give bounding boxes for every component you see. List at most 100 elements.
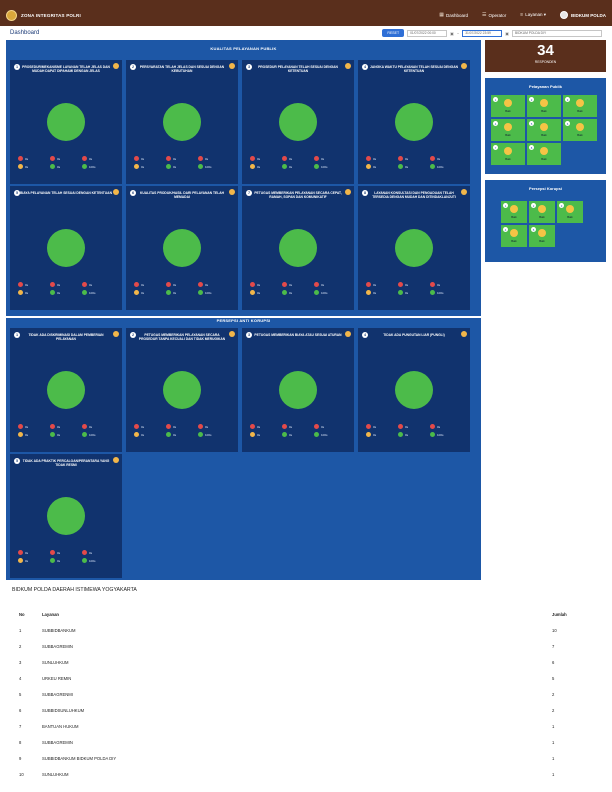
brand[interactable]: ZONA INTEGRITAS POLRI (6, 9, 81, 21)
legend-item: 0s (314, 156, 346, 161)
card-number: 3 (246, 332, 252, 338)
rating-very-good-icon (198, 432, 203, 437)
rating-tile[interactable]: 1 Baik (491, 95, 525, 117)
pie-chart (279, 229, 317, 267)
rating-tile[interactable]: 3 Baik (563, 95, 597, 117)
card-legend: 0s 0s 0s 0s 0s 100s (18, 156, 114, 169)
legend-value: 0s (321, 156, 325, 161)
legend-value: 0s (141, 424, 145, 429)
question-card[interactable]: 1 TIDAK ADA DISKRIMINASI DALAM PEMBERIAN … (10, 328, 122, 452)
question-card[interactable]: 5 BIAYA PELAYANAN TELAH SESUAI DENGAN KET… (10, 186, 122, 310)
nav-operator-link[interactable]: ☰ Operator (482, 12, 506, 18)
question-card[interactable]: 2 PETUGAS MEMBERIKAN PELAYANAN SECARA PRO… (126, 328, 238, 452)
legend-value: 0s (141, 290, 145, 295)
legend-item: 100s (82, 558, 114, 563)
calendar-icon[interactable]: ▣ (505, 30, 509, 36)
date-to-field[interactable]: 31/07/2022 23:59 (462, 29, 503, 37)
rating-very-bad-icon (134, 156, 139, 161)
rating-good-icon (282, 290, 287, 295)
legend-value: 0s (25, 550, 29, 555)
tile-label: Baik (505, 133, 511, 137)
rating-tile[interactable]: 2 Baik (529, 201, 555, 223)
reset-button[interactable]: RESET (382, 29, 405, 37)
question-card[interactable]: 2 PERSYARATAN TELAH JELAS DAN SESUAI DENG… (126, 60, 238, 184)
user-menu[interactable]: BIDKUM POLDA (560, 11, 606, 19)
rating-bad-icon (50, 156, 55, 161)
nav-layanan-dropdown[interactable]: ≡ Layanan ▾ (520, 12, 546, 18)
rating-tile[interactable]: 8 Baik (527, 143, 561, 165)
question-card[interactable]: 4 JANGKA WAKTU PELAYANAN TELAH SESUAI DEN… (358, 60, 470, 184)
question-card[interactable]: 7 PETUGAS MEMBERIKAN PELAYANAN SECARA CEP… (242, 186, 354, 310)
rating-tile[interactable]: 4 Baik (491, 119, 525, 141)
question-card[interactable]: 6 KUALITAS PRODUK/HASIL DARI PELAYANAN TE… (126, 186, 238, 310)
legend-value: 0s (141, 282, 145, 287)
smiley-icon (229, 331, 235, 337)
legend-value: 0s (257, 156, 261, 161)
tile-label: Baik (511, 239, 517, 243)
legend-value: 0s (57, 164, 61, 169)
rating-tile[interactable]: 4 Baik (501, 225, 527, 247)
tile-grid: 1 Baik 2 Baik 3 Baik 4 Baik 5 Baik (501, 201, 583, 247)
user-name: BIDKUM POLDA (571, 12, 606, 18)
card-question: JANGKA WAKTU PELAYANAN TELAH SESUAI DENG… (370, 65, 458, 74)
public-service-summary: Pelayanan Publik 1 Baik 2 Baik 3 Baik 4 Baik 5 Ba… (485, 78, 606, 174)
legend-value: 0s (437, 424, 441, 429)
legend-item: 0s (250, 164, 282, 169)
legend-item: 0s (166, 432, 198, 437)
rating-neutral-icon (366, 164, 371, 169)
legend-value: 0s (321, 282, 325, 287)
legend-value: 0s (405, 164, 409, 169)
question-card[interactable]: 3 PETUGAS MEMBERIKAN BIAYA ATAU SESUAI AT… (242, 328, 354, 452)
nav-dashboard-link[interactable]: ▦ Dashboard (439, 12, 468, 18)
question-card[interactable]: 5 TIDAK ADA PRAKTIK PERCALOAN/PERANTARA Y… (10, 454, 122, 578)
row-total: 7 (552, 643, 555, 649)
legend-value: 0s (257, 432, 261, 437)
rating-very-good-icon (314, 432, 319, 437)
rating-tile[interactable]: 5 Baik (527, 119, 561, 141)
question-card[interactable]: 3 PROSEDUR PELAYANAN TELAH SESUAI DENGAN … (242, 60, 354, 184)
legend-item: 0s (430, 424, 462, 429)
legend-value: 100s (89, 432, 96, 437)
smiley-icon (229, 189, 235, 195)
row-total: 1 (552, 771, 555, 777)
rating-very-bad-icon (366, 156, 371, 161)
tile-number: 2 (529, 97, 534, 102)
rating-tile[interactable]: 7 Baik (491, 143, 525, 165)
card-legend: 0s 0s 0s 0s 0s 100s (250, 156, 346, 169)
legend-item: 0s (50, 290, 82, 295)
rating-tile[interactable]: 5 Baik (529, 225, 555, 247)
row-number: 6 (19, 707, 22, 713)
legend-item: 0s (50, 558, 82, 563)
legend-item: 100s (82, 432, 114, 437)
rating-tile[interactable]: 3 Baik (557, 201, 583, 223)
legend-item: 0s (18, 164, 50, 169)
table-title: BIDKUM POLDA DAERAH ISTIMEWA YOGYAKARTA (12, 587, 137, 593)
legend-value: 0s (257, 164, 261, 169)
tile-number: 1 (493, 97, 498, 102)
legend-value: 0s (289, 282, 293, 287)
calendar-icon[interactable]: ▣ (450, 30, 454, 36)
tile-number: 4 (493, 121, 498, 126)
rating-tile[interactable]: 2 Baik (527, 95, 561, 117)
legend-value: 0s (89, 550, 93, 555)
rating-tile[interactable]: 6 Baik (563, 119, 597, 141)
legend-value: 0s (373, 164, 377, 169)
rating-fair-icon (198, 156, 203, 161)
row-total: 10 (552, 627, 557, 633)
unit-select[interactable]: BIDKUM POLDA DIY (512, 29, 602, 37)
smiley-icon (504, 99, 512, 107)
legend-value: 0s (373, 290, 377, 295)
legend-item: 0s (82, 282, 114, 287)
legend-value: 0s (57, 550, 61, 555)
question-card[interactable]: 1 PROSEDUR/MEKANISME LAYANAN TELAH JELAS … (10, 60, 122, 184)
smiley-icon (345, 63, 351, 69)
question-card[interactable]: 8 LAYANAN KONSULTASI DAN PENGADUAN TELAH … (358, 186, 470, 310)
legend-item: 0s (398, 164, 430, 169)
rating-tile[interactable]: 1 Baik (501, 201, 527, 223)
date-from-field[interactable]: 01/07/2022 00:00 (407, 29, 448, 37)
question-card[interactable]: 4 TIDAK ADA PUNGUTAN LIAR (PUNGLI) 0s 0s 0s 0… (358, 328, 470, 452)
smiley-icon (113, 63, 119, 69)
list-icon: ≡ (520, 12, 524, 18)
rating-neutral-icon (250, 290, 255, 295)
respondent-count: 34 (537, 42, 554, 59)
